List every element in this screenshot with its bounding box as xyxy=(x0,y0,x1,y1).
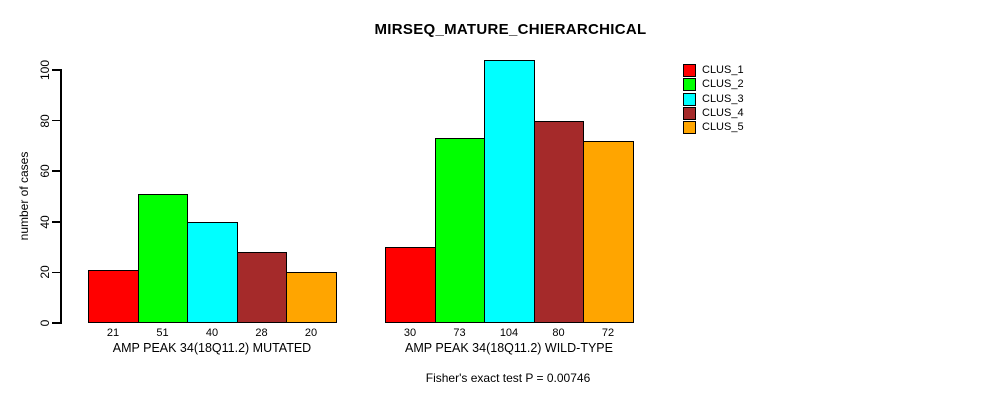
y-tick-mark xyxy=(52,221,60,223)
legend: CLUS_1 CLUS_2 CLUS_3 CLUS_4 CLUS_5 xyxy=(683,64,744,135)
bar-clus_2-group1 xyxy=(138,194,188,323)
legend-color-swatch xyxy=(683,64,696,77)
legend-label: CLUS_2 xyxy=(702,78,744,91)
legend-item-clus_5: CLUS_5 xyxy=(683,121,744,135)
y-tick-mark xyxy=(52,69,60,71)
bar-clus_1-group1 xyxy=(88,270,139,323)
group-label-wild-type: AMP PEAK 34(18Q11.2) WILD-TYPE xyxy=(405,341,613,355)
y-axis-label: number of cases xyxy=(17,151,31,241)
legend-label: CLUS_1 xyxy=(702,64,744,76)
bar-clus_5-group1 xyxy=(286,272,337,323)
legend-color-swatch xyxy=(683,92,696,106)
bar-value-label: 104 xyxy=(499,327,519,339)
legend-label: CLUS_4 xyxy=(702,106,744,119)
y-axis-line xyxy=(60,69,62,324)
bar-value-label: 30 xyxy=(403,327,417,339)
y-tick-label: 80 xyxy=(38,113,52,128)
bar-clus_1-group2 xyxy=(385,247,436,323)
legend-label: CLUS_5 xyxy=(702,121,744,134)
bar-clus_3-group2 xyxy=(484,60,535,323)
bar-value-label: 40 xyxy=(205,327,219,339)
bar-value-label: 21 xyxy=(106,327,120,339)
legend-color-swatch xyxy=(683,121,696,135)
legend-item-clus_3: CLUS_3 xyxy=(683,92,744,106)
bar-value-label: 73 xyxy=(453,327,466,339)
y-tick-mark xyxy=(52,170,60,172)
chart-title: MIRSEQ_MATURE_CHIERARCHICAL xyxy=(374,21,647,38)
y-tick-label: 100 xyxy=(38,59,52,81)
bar-value-label: 80 xyxy=(552,327,565,339)
legend-item-clus_2: CLUS_2 xyxy=(683,78,744,92)
bar-clus_3-group1 xyxy=(187,222,238,323)
bar-clus_4-group2 xyxy=(534,121,584,323)
bar-value-label: 28 xyxy=(255,327,268,339)
y-tick-label: 20 xyxy=(38,265,52,280)
legend-color-swatch xyxy=(683,78,696,92)
legend-color-swatch xyxy=(683,106,696,120)
bar-value-label: 72 xyxy=(601,327,615,339)
bar-clus_5-group2 xyxy=(583,141,634,323)
y-tick-label: 60 xyxy=(38,164,52,178)
bar-value-label: 51 xyxy=(156,327,169,339)
bar-clus_2-group2 xyxy=(435,138,485,323)
legend-label: CLUS_3 xyxy=(702,92,744,105)
legend-item-clus_1: CLUS_1 xyxy=(683,64,744,77)
bar-clus_4-group1 xyxy=(237,252,287,323)
y-tick-label: 40 xyxy=(38,215,52,229)
y-tick-mark xyxy=(52,119,60,122)
y-tick-mark xyxy=(52,271,60,274)
y-tick-label: 0 xyxy=(38,319,52,327)
y-tick-mark xyxy=(52,322,60,324)
legend-item-clus_4: CLUS_4 xyxy=(683,106,744,120)
bar-value-label: 20 xyxy=(304,327,318,339)
group-label-mutated: AMP PEAK 34(18Q11.2) MUTATED xyxy=(112,341,312,355)
footnote-pvalue: Fisher's exact test P = 0.00746 xyxy=(425,371,591,385)
